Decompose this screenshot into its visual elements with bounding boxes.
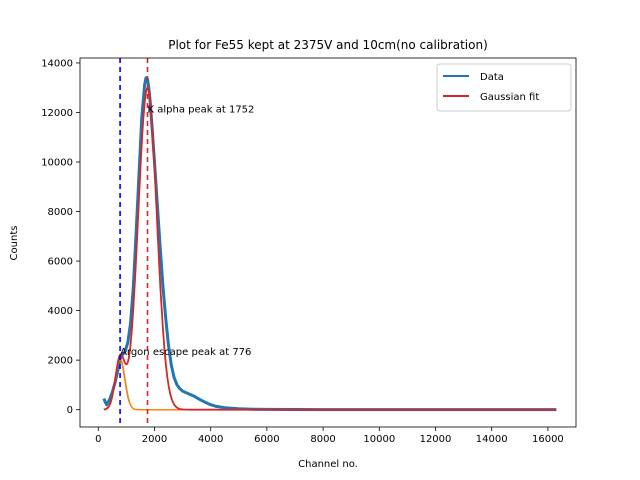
x-tick-label: 14000	[476, 434, 508, 445]
x-tick-label: 8000	[310, 434, 335, 445]
escape-peak-annotation: Argon escape peak at 776	[120, 347, 251, 358]
x-tick-label: 10000	[363, 434, 395, 445]
x-axis-label: Channel no.	[298, 459, 358, 470]
y-axis-label: Counts	[9, 226, 20, 261]
y-tick-label: 2000	[48, 356, 73, 367]
x-tick-label: 0	[95, 434, 101, 445]
plot-area: K alpha peak at 1752 Argon escape peak at…	[102, 58, 557, 427]
x-tick-label: 16000	[532, 434, 564, 445]
y-tick-label: 6000	[48, 257, 73, 268]
y-tick-label: 10000	[41, 158, 73, 169]
series-gaussian-fit-line	[103, 86, 557, 411]
legend: Data Gaussian fit	[436, 63, 572, 112]
chart-title: Plot for Fe55 kept at 2375V and 10cm(no …	[168, 38, 488, 52]
x-tick-label: 2000	[142, 434, 167, 445]
y-tick-label: 12000	[41, 108, 73, 119]
plot-frame	[79, 57, 577, 428]
y-tick-label: 4000	[48, 306, 73, 317]
y-tick-label: 0	[67, 405, 73, 416]
legend-label: Data	[480, 72, 504, 83]
k-alpha-annotation: K alpha peak at 1752	[148, 104, 255, 115]
legend-box	[436, 63, 572, 112]
x-tick-label: 12000	[420, 434, 452, 445]
y-tick-label: 8000	[48, 207, 73, 218]
legend-label: Gaussian fit	[480, 92, 539, 103]
x-tick-label: 6000	[254, 434, 279, 445]
y-tick-label: 14000	[41, 58, 73, 69]
x-tick-label: 4000	[198, 434, 223, 445]
